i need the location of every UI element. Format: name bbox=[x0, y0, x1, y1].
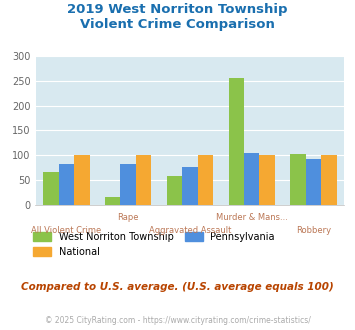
Bar bbox=[136, 155, 151, 205]
Bar bbox=[290, 154, 306, 205]
Bar bbox=[74, 155, 89, 205]
Text: 2019 West Norriton Township
Violent Crime Comparison: 2019 West Norriton Township Violent Crim… bbox=[67, 3, 288, 31]
Bar bbox=[321, 155, 337, 205]
Bar bbox=[182, 167, 198, 205]
Text: Compared to U.S. average. (U.S. average equals 100): Compared to U.S. average. (U.S. average … bbox=[21, 282, 334, 292]
Text: Rape: Rape bbox=[118, 213, 139, 222]
Text: All Violent Crime: All Violent Crime bbox=[31, 226, 102, 235]
Bar bbox=[59, 164, 74, 205]
Bar bbox=[306, 159, 321, 205]
Bar bbox=[229, 78, 244, 205]
Text: Murder & Mans...: Murder & Mans... bbox=[216, 213, 288, 222]
Text: © 2025 CityRating.com - https://www.cityrating.com/crime-statistics/: © 2025 CityRating.com - https://www.city… bbox=[45, 315, 310, 325]
Bar bbox=[43, 172, 59, 205]
Bar bbox=[244, 153, 260, 205]
Bar bbox=[260, 155, 275, 205]
Text: Robbery: Robbery bbox=[296, 226, 331, 235]
Bar bbox=[105, 197, 120, 205]
Legend: West Norriton Township, National, Pennsylvania: West Norriton Township, National, Pennsy… bbox=[33, 232, 275, 257]
Bar bbox=[167, 176, 182, 205]
Bar bbox=[198, 155, 213, 205]
Bar bbox=[120, 164, 136, 205]
Text: Aggravated Assault: Aggravated Assault bbox=[149, 226, 231, 235]
